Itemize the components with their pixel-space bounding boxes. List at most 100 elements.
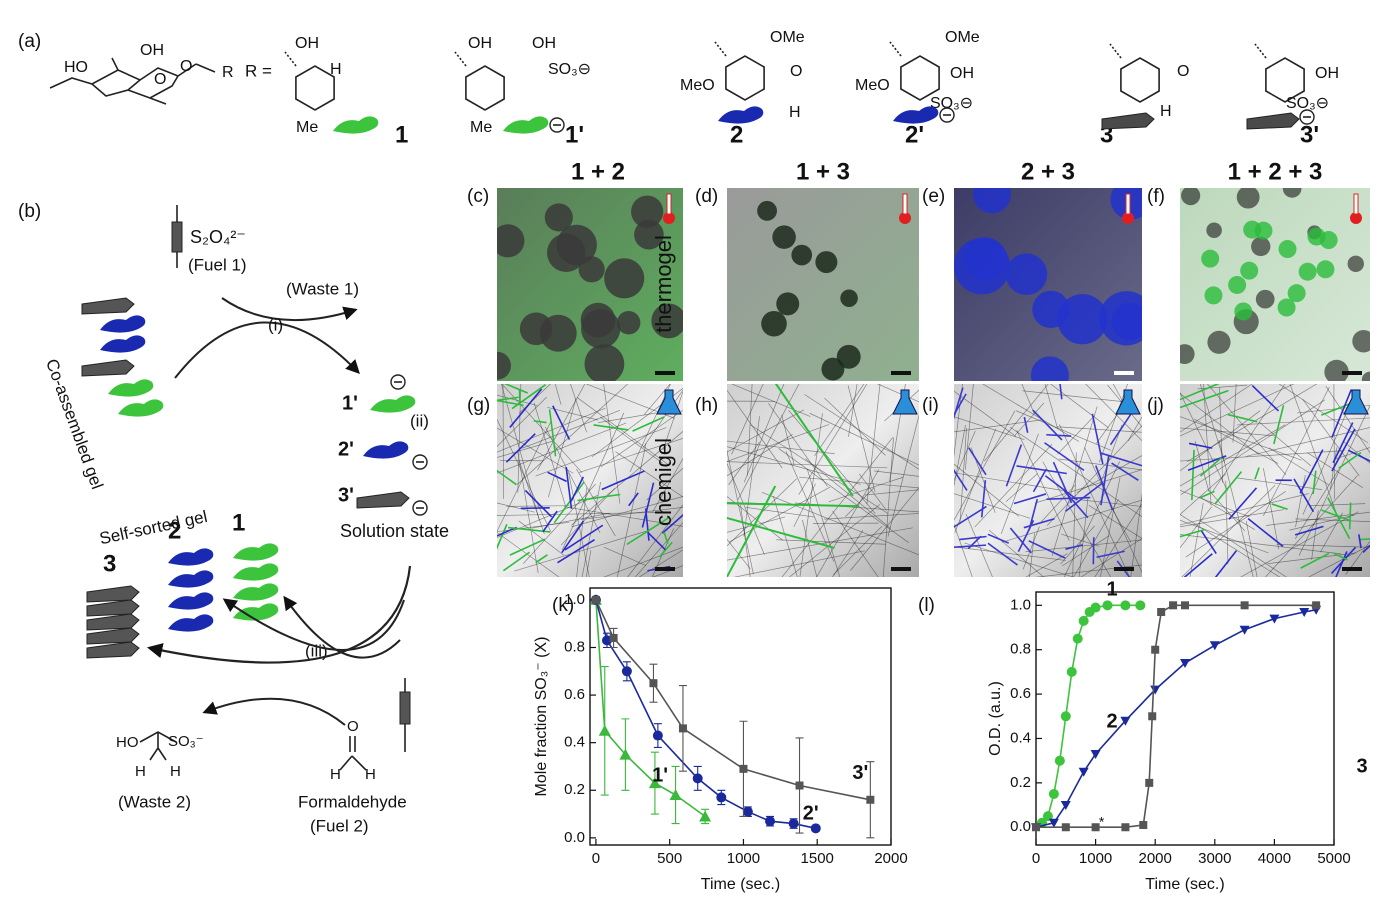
texture-fiber: [1191, 449, 1195, 501]
texture-fiber: [788, 504, 881, 577]
texture-blob: [556, 224, 597, 266]
texture-fiber: [727, 462, 765, 555]
texture-fiber: [616, 443, 647, 577]
texture-fiber: [662, 391, 683, 451]
data-point: [1139, 821, 1148, 830]
atom: O: [347, 718, 359, 735]
arrow: [283, 595, 401, 659]
texture-fiber: [1321, 509, 1350, 522]
texture-fiber: [603, 384, 621, 504]
scale-bar: [1114, 567, 1134, 571]
texture-fiber: [497, 427, 574, 474]
micrograph: [727, 188, 919, 381]
molecule-icon: [1246, 112, 1300, 130]
species-label: 1': [342, 392, 358, 414]
texture-blob: [616, 311, 641, 335]
texture-fiber: [1333, 552, 1349, 561]
texture-fiber: [1025, 539, 1142, 553]
texture-blob: [1316, 260, 1335, 279]
charge: [549, 117, 565, 133]
texture-fiber: [557, 538, 595, 564]
data-point: [1060, 801, 1071, 811]
texture-fiber: [1005, 473, 1038, 502]
texture-fiber: [1347, 449, 1370, 462]
texture-fiber: [626, 516, 671, 546]
data-point: [1078, 615, 1089, 626]
texture-blob: [1277, 298, 1296, 317]
bond: [284, 51, 297, 67]
x-tick-label: 0: [592, 850, 600, 867]
texture-fiber: [768, 402, 828, 487]
texture-blob: [1057, 294, 1108, 345]
texture-blob: [815, 251, 838, 274]
texture-fiber: [1263, 386, 1330, 516]
texture-fiber: [1107, 384, 1142, 428]
texture-fiber: [987, 533, 1010, 544]
data-point: [699, 810, 712, 822]
texture-fiber: [520, 506, 550, 510]
texture-fiber: [1017, 519, 1035, 553]
texture-fiber: [954, 425, 966, 488]
waste-label: (Waste 2): [118, 792, 191, 811]
texture-fiber: [1295, 518, 1370, 522]
y-tick-label: 1.0: [1010, 596, 1031, 613]
texture-fiber: [1228, 487, 1258, 520]
texture-fiber: [1111, 462, 1139, 481]
data-point: [1169, 601, 1178, 610]
texture-fiber: [497, 512, 658, 516]
texture-fiber: [737, 384, 800, 500]
x-tick-label: 1000: [1079, 850, 1112, 867]
ring: [725, 55, 765, 101]
texture-fiber: [1325, 385, 1370, 454]
panel-label: (c): [467, 186, 489, 207]
group-label: O: [790, 63, 802, 80]
texture-fiber: [785, 451, 835, 563]
texture-fiber: [1265, 475, 1358, 577]
x-tick-label: 1000: [727, 850, 760, 867]
texture-fiber: [652, 457, 683, 513]
texture-fiber: [1225, 480, 1229, 565]
x-tick-label: 2000: [1139, 850, 1172, 867]
y-tick-label: 0.4: [564, 734, 585, 751]
texture-fiber: [553, 481, 585, 524]
texture-fiber: [1295, 474, 1306, 528]
texture-fiber: [652, 565, 683, 577]
thermometer: [1353, 193, 1359, 215]
texture-blob: [761, 310, 787, 337]
texture-fiber: [964, 542, 1075, 577]
texture-fiber: [1247, 517, 1284, 548]
texture-blob: [1111, 302, 1142, 341]
texture-fiber: [1023, 517, 1055, 529]
texture-fiber: [1188, 442, 1213, 449]
texture-blob: [1204, 286, 1223, 305]
texture-fiber: [598, 412, 657, 423]
texture-fiber: [968, 447, 987, 476]
data-point: [1090, 750, 1101, 760]
texture-fiber: [1080, 538, 1142, 577]
syringe: [171, 221, 183, 253]
texture-fiber: [561, 520, 585, 554]
texture-fiber: [876, 384, 919, 403]
texture-fiber: [727, 502, 860, 508]
molecule-icon: [893, 106, 939, 124]
x-tick-label: 2000: [874, 850, 907, 867]
texture-fiber: [1212, 384, 1286, 491]
charge: [1299, 109, 1315, 125]
texture-blob: [1278, 240, 1297, 259]
scale-bar: [655, 567, 675, 571]
atom: H: [170, 763, 181, 780]
texture-fiber: [824, 397, 886, 456]
atom: O: [154, 71, 166, 88]
micrograph: [497, 384, 683, 577]
texture-fiber: [497, 396, 519, 402]
texture-fiber: [1180, 416, 1302, 461]
texture-fiber: [1180, 384, 1295, 437]
molecule-icon: [86, 641, 140, 659]
panel-label: (l): [918, 595, 935, 616]
texture-blob: [836, 344, 861, 369]
texture-fiber: [1271, 503, 1288, 511]
x-axis-label: Time (sec.): [701, 876, 780, 893]
texture-fiber: [497, 407, 606, 453]
texture-fiber: [859, 473, 887, 511]
scale-bar: [1342, 371, 1362, 375]
